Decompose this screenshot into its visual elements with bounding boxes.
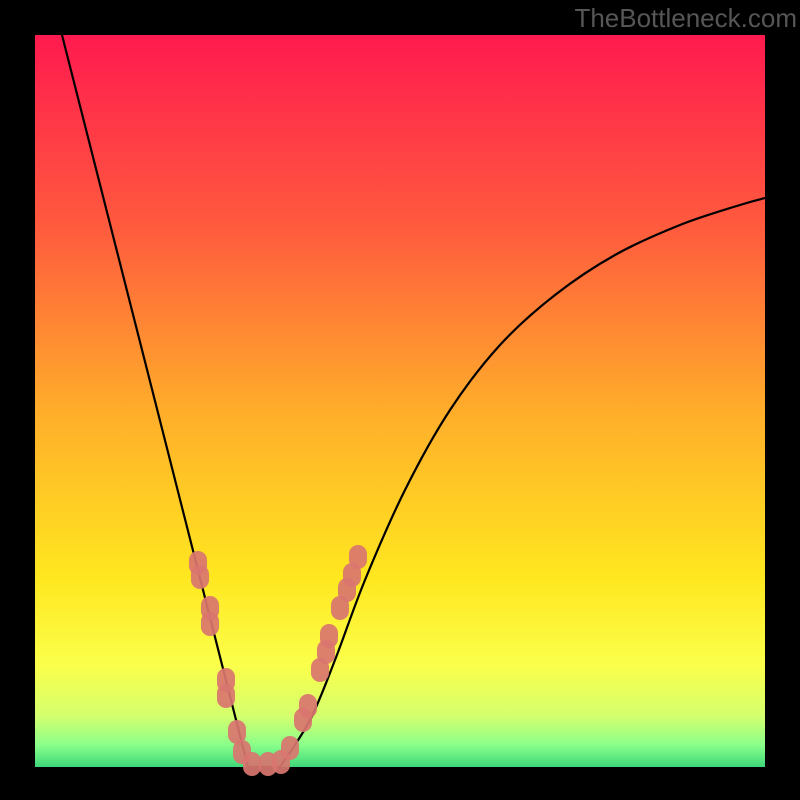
curve-left-branch bbox=[62, 35, 248, 767]
data-marker bbox=[201, 612, 219, 636]
data-marker bbox=[320, 624, 338, 648]
data-marker bbox=[299, 694, 317, 718]
curve-right-branch bbox=[280, 198, 765, 767]
chart-stage: TheBottleneck.com bbox=[0, 0, 800, 800]
data-marker bbox=[217, 684, 235, 708]
curve-layer bbox=[0, 0, 800, 800]
data-marker bbox=[349, 545, 367, 569]
data-marker bbox=[281, 736, 299, 760]
data-marker bbox=[191, 565, 209, 589]
